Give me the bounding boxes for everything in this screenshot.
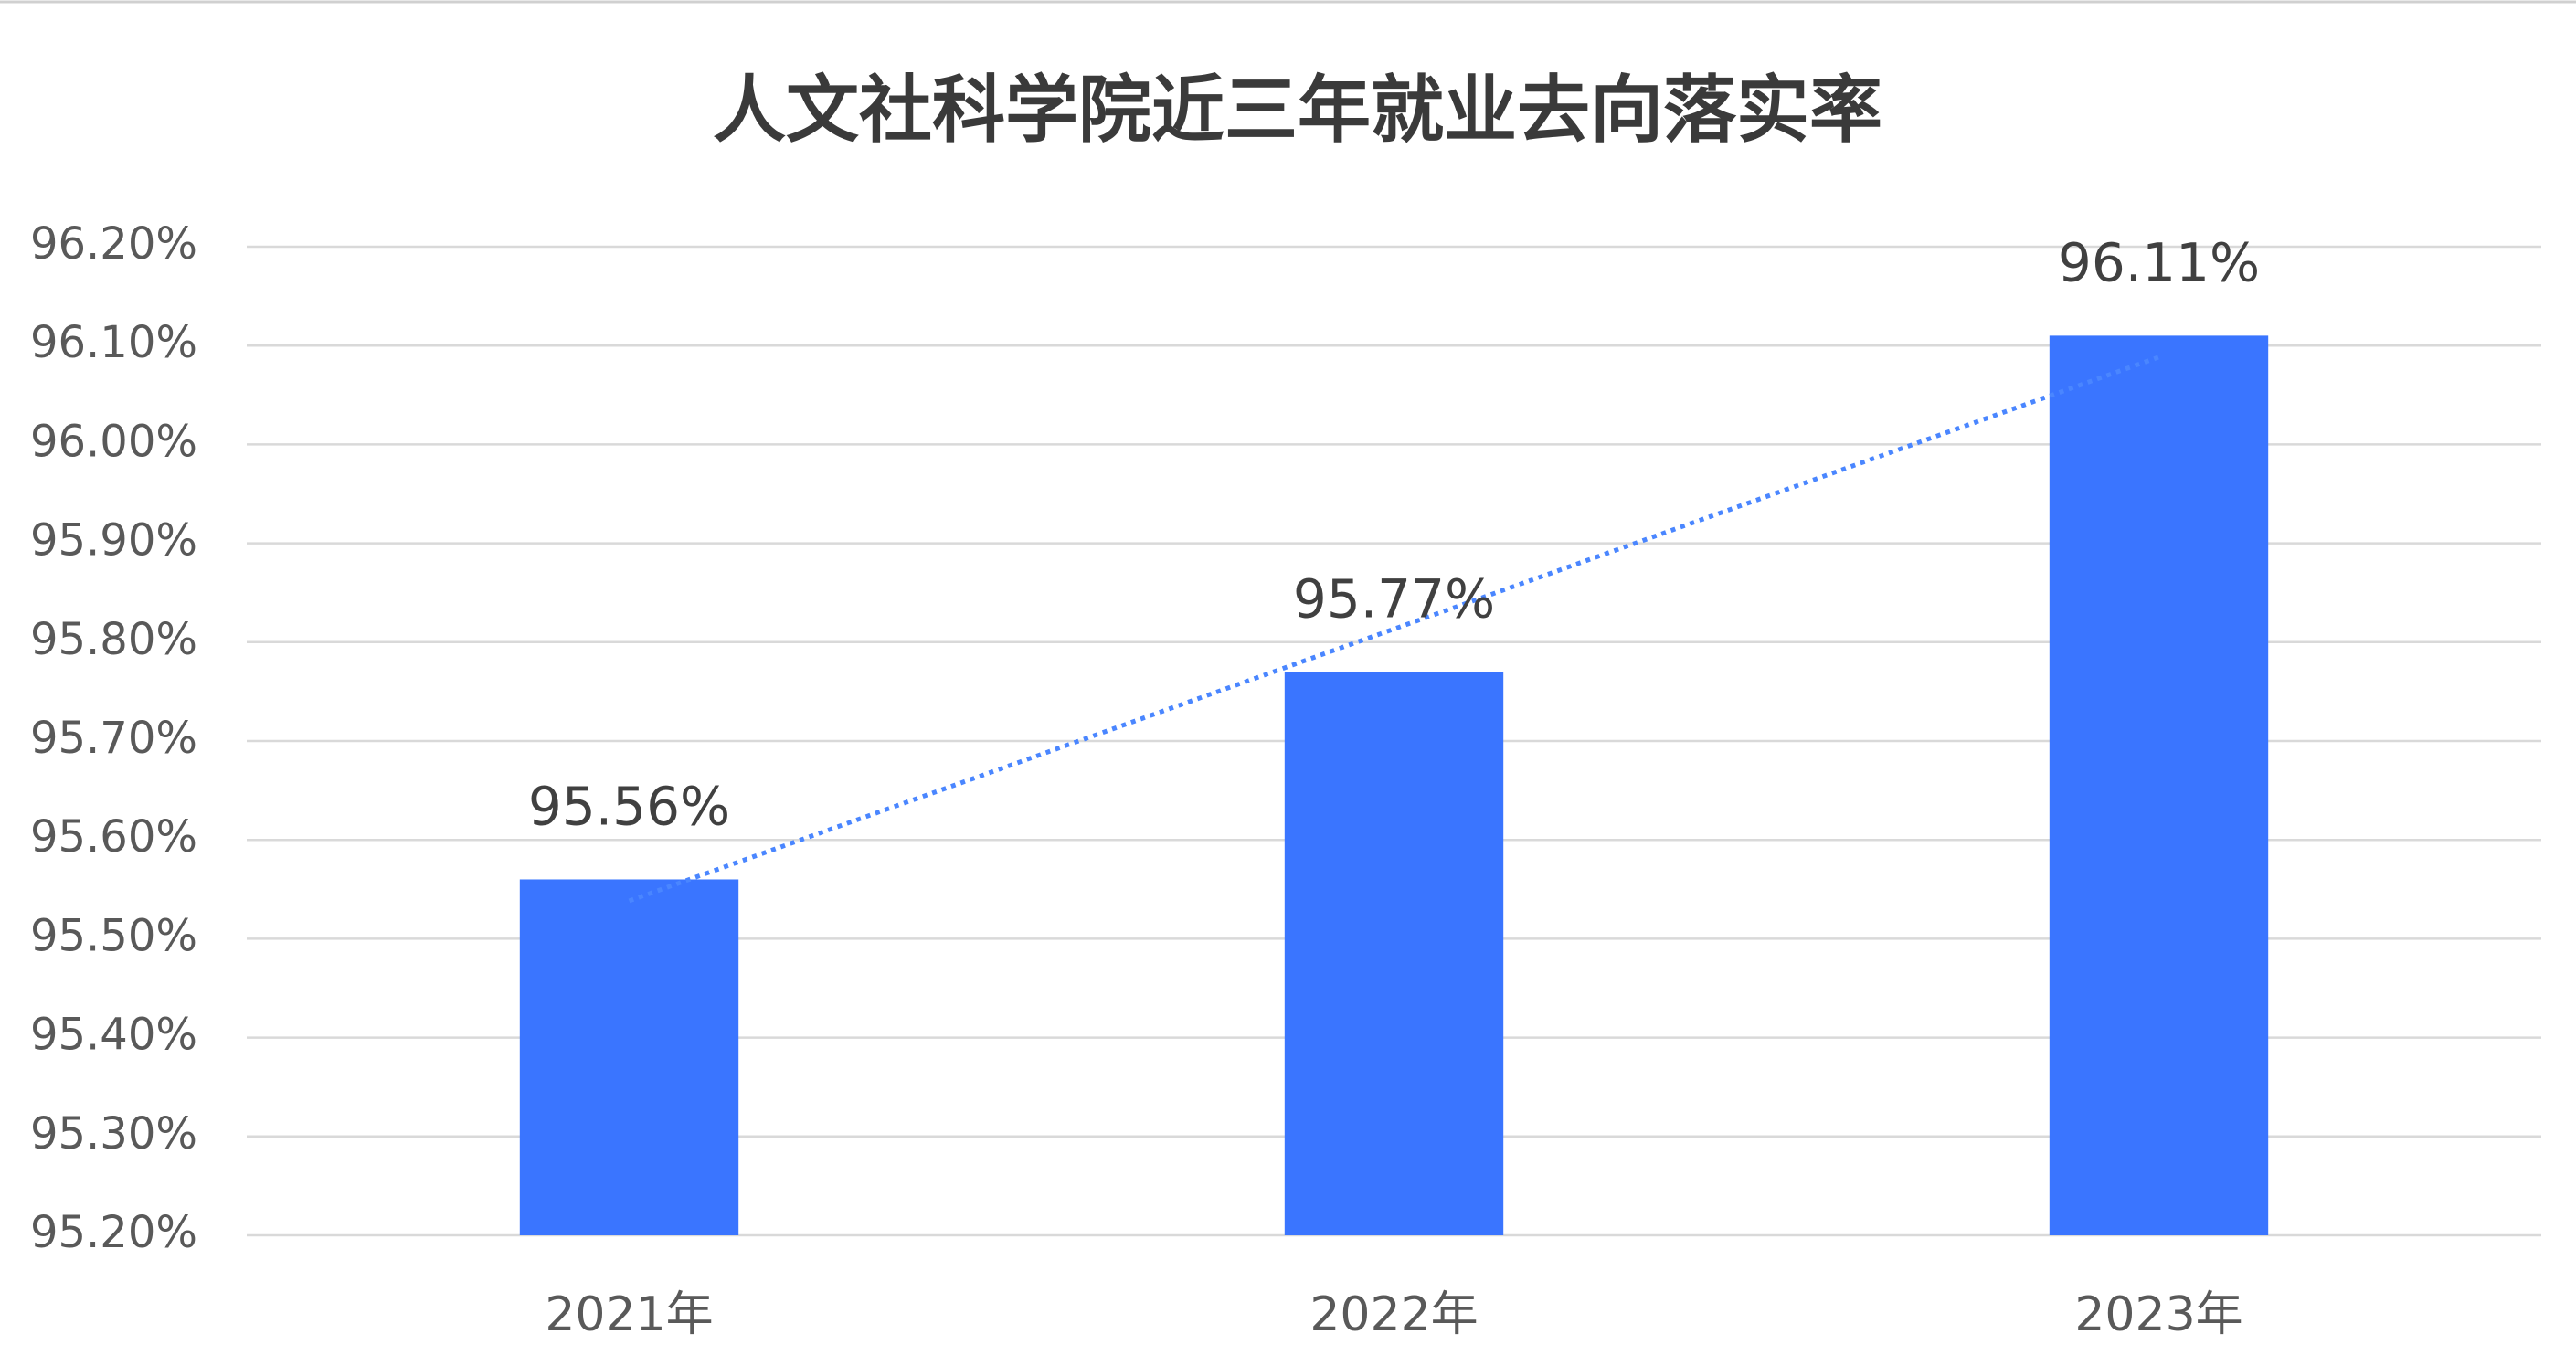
y-tick-label: 95.30%	[30, 1108, 197, 1159]
y-tick-label: 95.90%	[30, 515, 197, 566]
data-label: 96.11%	[2058, 231, 2260, 293]
x-tick-label: 2022年	[1309, 1287, 1478, 1342]
y-tick-label: 96.20%	[30, 218, 197, 270]
chart-title: 人文社科学院近三年就业去向落实率	[713, 68, 1882, 153]
y-tick-label: 95.80%	[30, 614, 197, 665]
y-tick-label: 96.10%	[30, 317, 197, 368]
x-tick-label: 2021年	[545, 1287, 713, 1342]
bar	[519, 879, 739, 1235]
data-label: 95.56%	[528, 776, 730, 838]
bar	[2049, 335, 2269, 1235]
y-tick-label: 95.20%	[30, 1207, 197, 1258]
bar	[1284, 672, 1504, 1235]
y-tick-label: 95.50%	[30, 910, 197, 961]
data-label: 95.77%	[1293, 567, 1495, 630]
y-tick-label: 95.70%	[30, 713, 197, 764]
y-tick-label: 95.60%	[30, 811, 197, 863]
y-tick-label: 96.00%	[30, 416, 197, 467]
x-tick-label: 2023年	[2074, 1287, 2242, 1342]
y-tick-label: 95.40%	[30, 1010, 197, 1061]
